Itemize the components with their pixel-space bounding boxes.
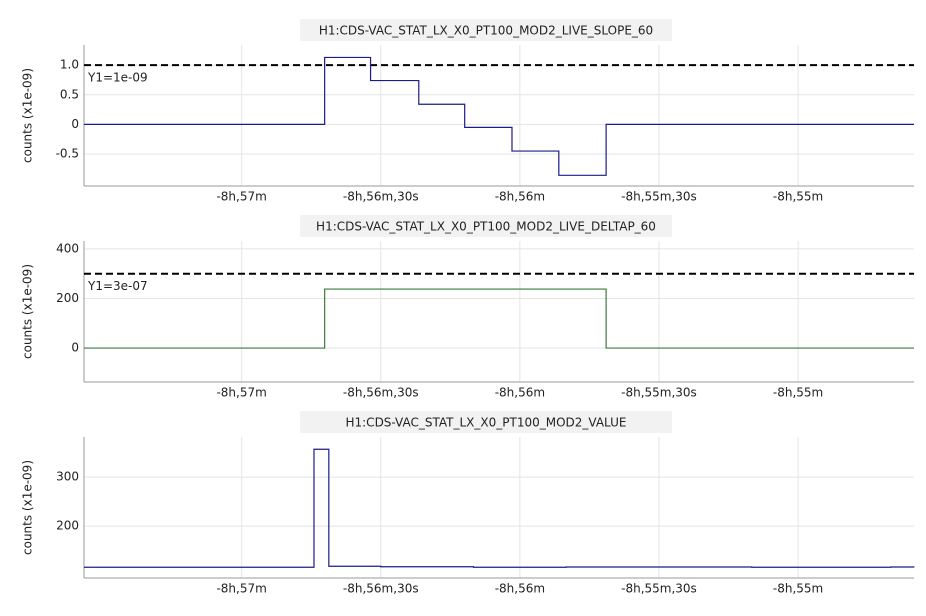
y-tick-label: 0 (71, 341, 79, 355)
y-tick-label: 0 (71, 117, 79, 131)
x-tick-label: -8h,56m,30s (343, 386, 419, 400)
x-tick-label: -8h,55m,30s (621, 386, 697, 400)
chart-title: H1:CDS-VAC_STAT_LX_X0_PT100_MOD2_LIVE_SL… (319, 24, 653, 38)
y-tick-label: 1.0 (60, 58, 79, 72)
data-line (84, 448, 915, 568)
x-tick-label: -8h,57m (216, 386, 266, 400)
title-box (300, 19, 672, 41)
x-tick-label: -8h,55m,30s (621, 582, 697, 596)
x-tick-label: -8h,55m (773, 386, 823, 400)
data-line (84, 288, 914, 349)
x-tick-label: -8h,56m (495, 582, 545, 596)
x-tick-label: -8h,56m,30s (343, 190, 419, 204)
title-box (300, 411, 672, 433)
title-box (300, 215, 672, 237)
y-axis-label: counts (x1e-09) (21, 68, 35, 163)
x-tick-label: -8h,55m,30s (621, 190, 697, 204)
y-tick-label: 200 (56, 291, 79, 305)
chart-title: H1:CDS-VAC_STAT_LX_X0_PT100_MOD2_VALUE (345, 416, 626, 430)
y-axis-label: counts (x1e-09) (21, 264, 35, 359)
y-tick-label: 0.5 (60, 87, 79, 101)
x-tick-label: -8h,56m (495, 386, 545, 400)
chart-title: H1:CDS-VAC_STAT_LX_X0_PT100_MOD2_LIVE_DE… (316, 220, 656, 234)
y-axis-label: counts (x1e-09) (21, 460, 35, 555)
data-line (84, 56, 914, 176)
x-tick-label: -8h,57m (216, 582, 266, 596)
y-tick-label: 200 (56, 519, 79, 533)
x-tick-label: -8h,57m (216, 190, 266, 204)
threshold-label: Y1=1e-09 (87, 71, 148, 85)
x-tick-label: -8h,56m,30s (343, 582, 419, 596)
threshold-label: Y1=3e-07 (87, 279, 148, 293)
y-tick-label: 400 (56, 241, 79, 255)
y-tick-label: -0.5 (56, 147, 79, 161)
x-tick-label: -8h,55m (773, 582, 823, 596)
y-tick-label: 300 (56, 470, 79, 484)
x-tick-label: -8h,55m (773, 190, 823, 204)
x-tick-label: -8h,56m (495, 190, 545, 204)
